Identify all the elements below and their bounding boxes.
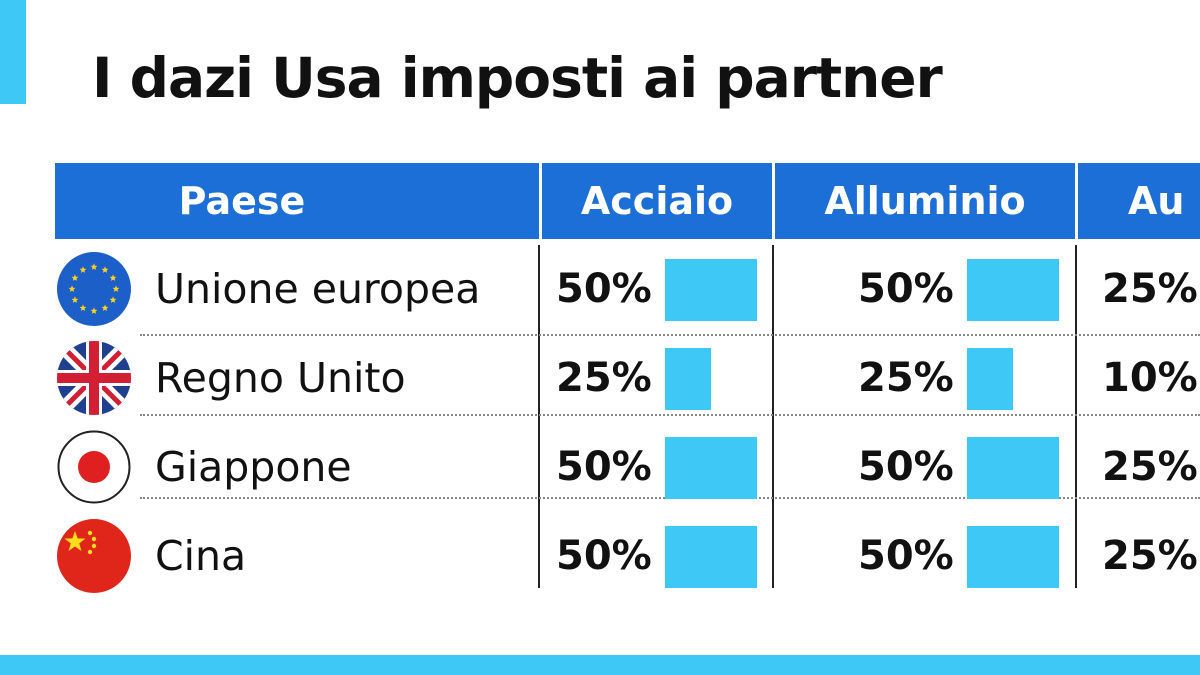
acciaio-bar: [665, 526, 757, 588]
eu-star-icon: [112, 285, 120, 292]
row-divider: [140, 334, 1200, 336]
column-divider: [1075, 245, 1077, 588]
acciaio-value: 50%: [556, 266, 652, 312]
accent-bar-top: [0, 0, 26, 104]
country-label: Cina: [155, 532, 247, 580]
header-auto: Au: [1078, 163, 1200, 239]
alluminio-value: 50%: [858, 533, 954, 579]
header-alluminio: Alluminio: [775, 163, 1075, 239]
column-divider: [538, 245, 540, 588]
eu-star-icon: [90, 307, 98, 314]
auto-value: 10%: [1102, 355, 1198, 401]
acciaio-value: 50%: [556, 444, 652, 490]
eu-star-icon: [109, 296, 117, 303]
country-label: Unione europea: [155, 265, 481, 313]
alluminio-bar: [967, 437, 1059, 499]
eu-star-icon: [101, 266, 109, 273]
eu-star-icon: [71, 296, 79, 303]
uk-flag-icon: [57, 341, 131, 415]
china-flag-icon: [57, 519, 131, 593]
eu-star-icon: [101, 304, 109, 311]
acciaio-value: 50%: [556, 533, 652, 579]
row-divider: [140, 414, 1200, 416]
eu-star-icon: [90, 263, 98, 270]
japan-flag-icon: [57, 430, 131, 504]
acciaio-bar: [665, 348, 711, 410]
eu-flag-icon: [57, 252, 131, 326]
header-paese: Paese: [55, 163, 539, 239]
table-row: Unione europea 50% 50% 25%: [0, 245, 1200, 333]
table-row: Giappone 50% 50% 25%: [0, 423, 1200, 511]
eu-star-icon: [109, 274, 117, 281]
country-label: Giappone: [155, 443, 352, 491]
eu-star-icon: [68, 285, 76, 292]
country-label: Regno Unito: [155, 354, 406, 402]
auto-value: 25%: [1102, 533, 1198, 579]
eu-star-icon: [79, 304, 87, 311]
eu-star-icon: [79, 266, 87, 273]
accent-bar-bottom: [0, 655, 1200, 675]
alluminio-bar: [967, 259, 1059, 321]
alluminio-value: 50%: [858, 444, 954, 490]
acciaio-bar: [665, 259, 757, 321]
column-divider: [772, 245, 774, 588]
alluminio-bar: [967, 526, 1059, 588]
header-acciaio: Acciaio: [542, 163, 772, 239]
auto-value: 25%: [1102, 266, 1198, 312]
alluminio-bar: [967, 348, 1013, 410]
acciaio-bar: [665, 437, 757, 499]
table-row: Regno Unito 25% 25% 10%: [0, 334, 1200, 422]
auto-value: 25%: [1102, 444, 1198, 490]
acciaio-value: 25%: [556, 355, 652, 401]
alluminio-value: 25%: [858, 355, 954, 401]
alluminio-value: 50%: [858, 266, 954, 312]
eu-star-icon: [71, 274, 79, 281]
chart-title: I dazi Usa imposti ai partner: [92, 46, 943, 110]
table-row: Cina 50% 50% 25%: [0, 512, 1200, 600]
